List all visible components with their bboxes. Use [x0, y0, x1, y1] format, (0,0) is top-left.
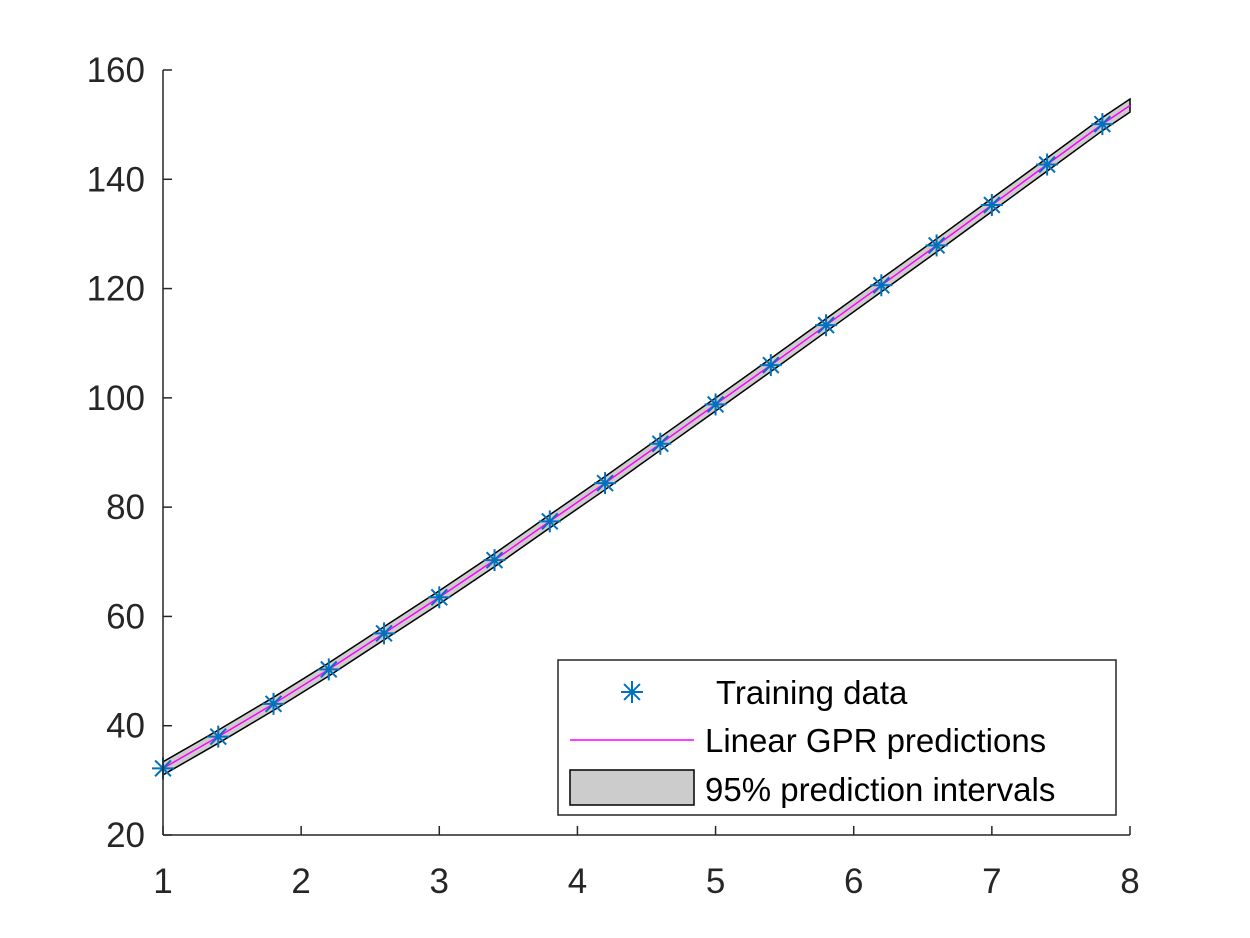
- legend-label-prediction: Linear GPR predictions: [705, 722, 1046, 759]
- x-tick-label: 8: [1120, 862, 1139, 901]
- x-tick-label: 2: [291, 862, 310, 901]
- training-markers-layer: [152, 113, 1114, 780]
- training-data-point: [704, 393, 727, 416]
- prediction-band-layer: [162, 97, 1131, 777]
- training-data-point: [980, 193, 1003, 216]
- training-data-point: [207, 725, 230, 748]
- training-data-point: [262, 692, 285, 715]
- training-data-point: [1091, 113, 1114, 136]
- y-tick-label: 140: [87, 160, 145, 199]
- x-tick-label: 3: [430, 862, 449, 901]
- training-data-point: [373, 622, 396, 645]
- y-tick-label: 40: [106, 707, 145, 746]
- legend-label-training: Training data: [716, 674, 908, 711]
- training-data-point: [925, 234, 948, 257]
- x-tick-label: 6: [844, 862, 863, 901]
- training-data-point: [317, 658, 340, 681]
- x-tick-label: 1: [153, 862, 172, 901]
- legend-interval-swatch: [569, 769, 695, 806]
- legend: Training data Linear GPR predictions 95% p…: [557, 659, 1117, 816]
- training-data-point: [649, 432, 672, 455]
- training-data-point: [1036, 153, 1059, 176]
- legend-training-marker: [621, 681, 643, 703]
- y-tick-label: 80: [106, 488, 145, 527]
- y-tick-label: 20: [106, 816, 145, 855]
- training-data-point: [870, 274, 893, 297]
- x-tick-label: 4: [568, 862, 587, 901]
- y-tick-label: 100: [87, 379, 145, 418]
- axes: 1 2 3 4 5 6 7 8 20 40 60 80 100 120 140 160: [87, 51, 1140, 901]
- legend-label-interval: 95% prediction intervals: [705, 771, 1055, 808]
- training-data-point: [483, 549, 506, 572]
- training-data-point: [538, 510, 561, 533]
- training-data-point: [815, 314, 838, 337]
- y-tick-label: 60: [106, 597, 145, 636]
- training-data-point: [759, 354, 782, 377]
- training-data-point: [594, 472, 617, 495]
- x-tick-label: 7: [982, 862, 1001, 901]
- training-data-point: [428, 586, 451, 609]
- x-tick-label: 5: [706, 862, 725, 901]
- y-tick-label: 120: [87, 270, 145, 309]
- prediction-interval-band: [162, 97, 1131, 777]
- y-tick-label: 160: [87, 51, 145, 90]
